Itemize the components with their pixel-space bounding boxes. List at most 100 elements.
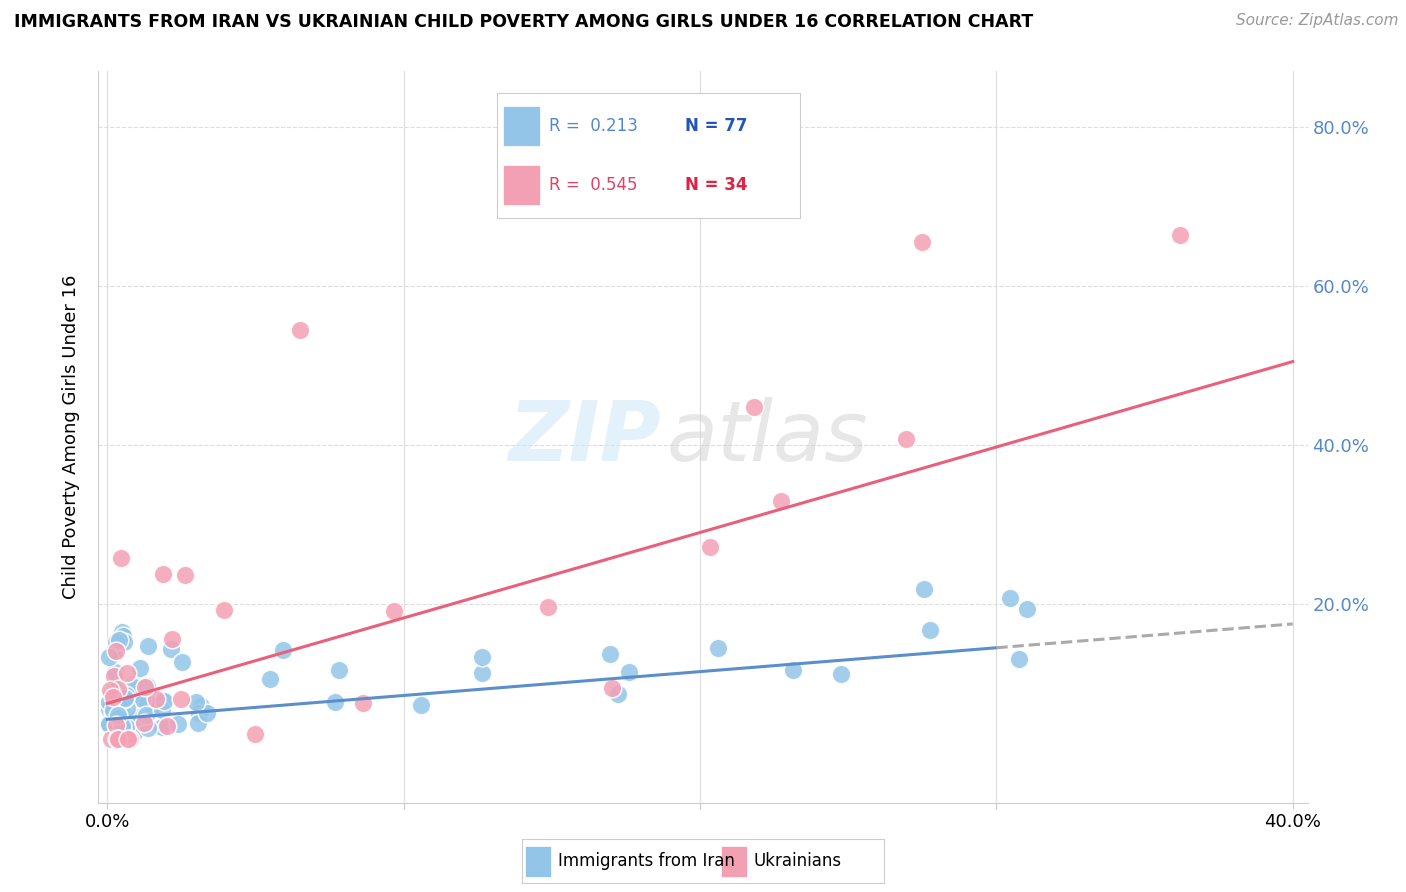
Point (471, 650, 494, 665)
Point (328, 663, 350, 677)
Point (98, 650, 121, 665)
Point (830, 666, 852, 681)
Point (537, 599, 560, 614)
Point (599, 647, 621, 661)
Point (153, 694, 176, 708)
Point (409, 698, 432, 712)
Point (136, 679, 159, 693)
Point (742, 400, 765, 414)
Point (138, 721, 160, 735)
Point (104, 665, 127, 680)
Point (118, 710, 141, 724)
Point (170, 692, 193, 706)
Point (911, 235, 934, 250)
Point (139, 704, 162, 718)
Point (782, 663, 804, 677)
Point (122, 680, 145, 694)
Point (117, 701, 139, 715)
Point (918, 623, 941, 637)
Point (156, 719, 179, 733)
Point (606, 687, 628, 701)
Point (98, 683, 121, 698)
Point (107, 707, 129, 722)
Point (190, 699, 212, 714)
Point (118, 732, 141, 747)
Point (111, 723, 134, 737)
Point (110, 692, 132, 706)
Point (98, 695, 121, 709)
Point (115, 720, 138, 734)
Point (212, 602, 235, 616)
Point (114, 690, 136, 705)
Point (1008, 651, 1031, 665)
Point (107, 678, 129, 692)
Point (97, 717, 120, 731)
Text: ZIP: ZIP (508, 397, 661, 477)
Point (184, 695, 207, 709)
Point (912, 582, 935, 596)
Point (104, 714, 127, 729)
Point (135, 707, 157, 722)
Point (150, 703, 173, 717)
Point (132, 692, 155, 706)
Point (107, 681, 129, 696)
Point (103, 669, 125, 683)
Point (131, 692, 153, 706)
Point (107, 632, 129, 647)
Point (105, 732, 128, 747)
Point (187, 706, 209, 721)
Point (896, 432, 918, 446)
Point (136, 639, 159, 653)
Point (111, 624, 134, 639)
Point (112, 635, 135, 649)
Point (152, 566, 174, 581)
Point (471, 665, 494, 680)
Point (271, 643, 294, 657)
Point (134, 716, 156, 731)
Point (110, 712, 132, 726)
Point (110, 550, 132, 565)
Y-axis label: Child Poverty Among Girls Under 16: Child Poverty Among Girls Under 16 (62, 275, 80, 599)
Point (150, 720, 173, 734)
Point (114, 688, 136, 702)
Point (111, 706, 134, 721)
Point (167, 717, 190, 731)
Point (1015, 601, 1038, 615)
Point (352, 696, 374, 710)
Text: atlas: atlas (666, 397, 869, 477)
Point (107, 732, 129, 747)
Point (127, 710, 149, 724)
Point (382, 604, 405, 618)
Point (105, 718, 128, 732)
Point (117, 666, 139, 681)
Point (600, 681, 623, 695)
Point (197, 706, 219, 720)
Point (105, 634, 128, 648)
Point (101, 705, 124, 719)
Text: IMMIGRANTS FROM IRAN VS UKRAINIAN CHILD POVERTY AMONG GIRLS UNDER 16 CORRELATION: IMMIGRANTS FROM IRAN VS UKRAINIAN CHILD … (14, 13, 1033, 31)
Point (104, 682, 127, 697)
Point (706, 640, 728, 655)
Point (134, 680, 156, 694)
Point (160, 632, 183, 647)
Point (259, 672, 281, 686)
Point (770, 494, 793, 508)
Point (112, 692, 135, 706)
Point (101, 690, 124, 704)
Point (174, 568, 197, 582)
Point (111, 719, 134, 733)
Point (97, 702, 120, 716)
Point (122, 726, 145, 740)
Point (187, 715, 209, 730)
Point (103, 721, 125, 735)
Point (245, 727, 267, 741)
Point (159, 642, 181, 657)
Point (104, 643, 127, 657)
Point (107, 710, 129, 724)
Point (110, 721, 132, 735)
Point (121, 677, 143, 691)
Point (117, 732, 139, 747)
Point (129, 661, 152, 675)
Point (998, 591, 1021, 606)
Point (100, 732, 122, 747)
